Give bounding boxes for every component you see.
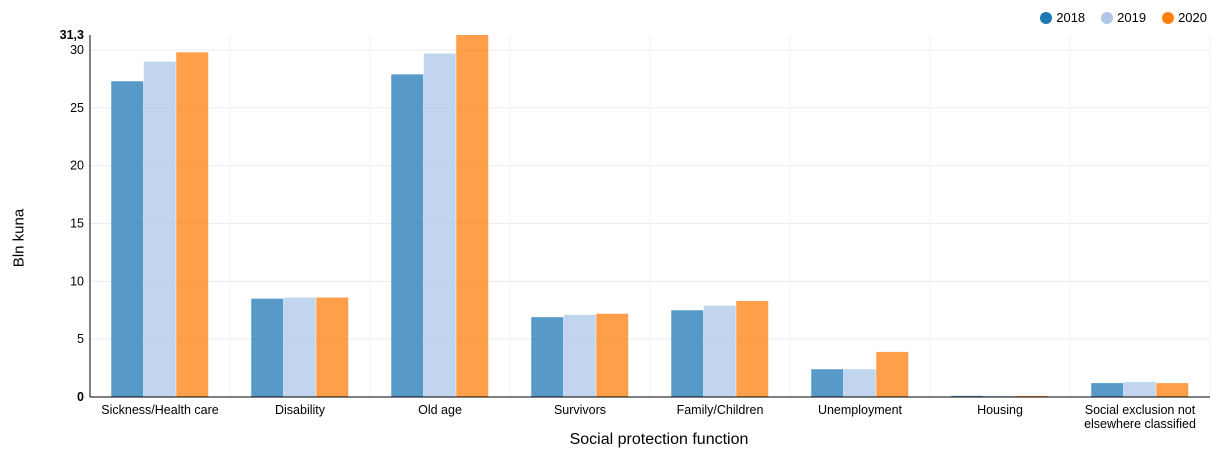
bar-2020-2 [456, 35, 489, 397]
bar-2020-0 [176, 52, 209, 398]
legend-swatch-2018 [1040, 11, 1053, 24]
x-tick-label: Social exclusion not elsewhere classifie… [1084, 403, 1196, 431]
bar-2020-6 [1016, 395, 1049, 397]
y-tick-label: 10 [70, 274, 84, 288]
y-tick-label: 0 [77, 390, 84, 404]
x-axis-title: Social protection function [569, 431, 749, 448]
bar-2019-5 [843, 369, 876, 397]
legend-label-2018: 2018 [1056, 10, 1086, 25]
x-tick-label: Old age [418, 403, 462, 417]
x-tick-label: Survivors [553, 403, 607, 417]
legend-item-2019[interactable]: 2019 [1101, 10, 1146, 25]
y-max-label: 31,3 [60, 28, 84, 42]
legend-swatch-2020 [1162, 11, 1175, 24]
bar-2020-4 [736, 301, 769, 397]
bar-2019-4 [703, 305, 736, 397]
x-tick-label: Housing [977, 403, 1023, 417]
bar-2018-4 [671, 310, 704, 397]
x-tick-label: Unemployment [817, 403, 903, 417]
bar-2019-2 [423, 53, 456, 397]
x-tick-label: Family/Children [676, 403, 764, 417]
y-tick-label: 20 [70, 159, 84, 173]
chart-legend: 2018 2019 2020 [1040, 10, 1207, 25]
bar-2018-0 [111, 81, 144, 398]
bar-2018-3 [531, 317, 564, 397]
x-tick-label: Sickness/Health care [101, 403, 219, 417]
legend-swatch-2019 [1101, 11, 1114, 24]
legend-item-2018[interactable]: 2018 [1040, 10, 1085, 25]
y-tick-label: 15 [70, 217, 84, 231]
bar-2019-3 [563, 314, 596, 397]
bar-2019-7 [1123, 381, 1156, 397]
y-tick-label: 25 [70, 101, 84, 115]
bar-2020-3 [596, 313, 629, 397]
legend-label-2019: 2019 [1117, 10, 1147, 25]
bar-2018-7 [1091, 383, 1124, 397]
bar-2018-1 [251, 298, 284, 397]
bar-2020-5 [876, 351, 909, 397]
bar-2019-1 [283, 297, 316, 397]
bar-2019-6 [983, 395, 1016, 397]
bar-2019-0 [143, 61, 176, 397]
y-tick-label: 30 [70, 43, 84, 57]
bar-2018-6 [951, 395, 984, 397]
y-tick-label: 5 [77, 332, 84, 346]
bar-2018-2 [391, 74, 424, 397]
x-tick-label: Disability [274, 403, 325, 417]
legend-label-2020: 2020 [1178, 10, 1207, 25]
bar-2020-7 [1156, 383, 1189, 397]
bar-2018-5 [811, 369, 844, 397]
legend-item-2020[interactable]: 2020 [1162, 10, 1207, 25]
bar-2020-1 [316, 297, 349, 397]
